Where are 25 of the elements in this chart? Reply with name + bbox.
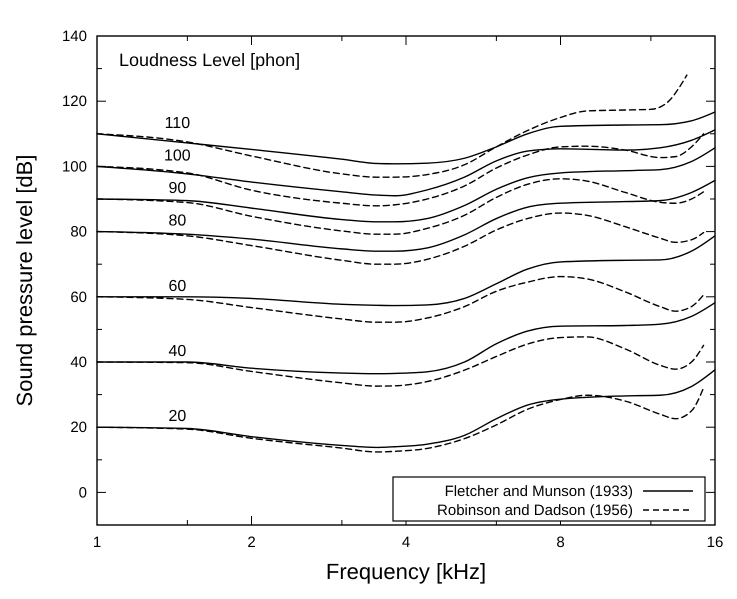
x-axis-title: Frequency [kHz]: [326, 559, 486, 584]
x-tick-label: 1: [92, 534, 102, 551]
y-tick-label: 140: [62, 28, 87, 45]
annotation: 60: [168, 278, 186, 295]
annotation: 110: [164, 114, 190, 132]
legend-label: Fletcher and Munson (1933): [444, 483, 634, 500]
x-tick-label: 8: [556, 534, 565, 551]
y-tick-label: 120: [62, 93, 87, 110]
x-tick-label: 4: [402, 534, 410, 551]
y-tick-label: 60: [70, 288, 87, 306]
annotation: 20: [168, 408, 186, 426]
legend-label: Robinson and Dadson (1956): [437, 502, 634, 519]
y-tick-label: 0: [78, 484, 87, 502]
y-tick-label: 20: [70, 419, 87, 436]
y-tick-label: 100: [62, 158, 87, 176]
x-tick-label: 16: [706, 534, 724, 551]
x-tick-label: 2: [247, 534, 256, 551]
annotation: 100: [164, 147, 191, 164]
y-tick-label: 80: [70, 224, 87, 241]
annotation: 80: [168, 212, 186, 230]
y-tick-label: 40: [70, 354, 87, 371]
annotation: 40: [168, 343, 186, 360]
annotation: 90: [168, 180, 186, 197]
annotation: Loudness Level [phon]: [119, 50, 300, 70]
y-axis-title: Sound pressure level [dB]: [12, 154, 37, 406]
